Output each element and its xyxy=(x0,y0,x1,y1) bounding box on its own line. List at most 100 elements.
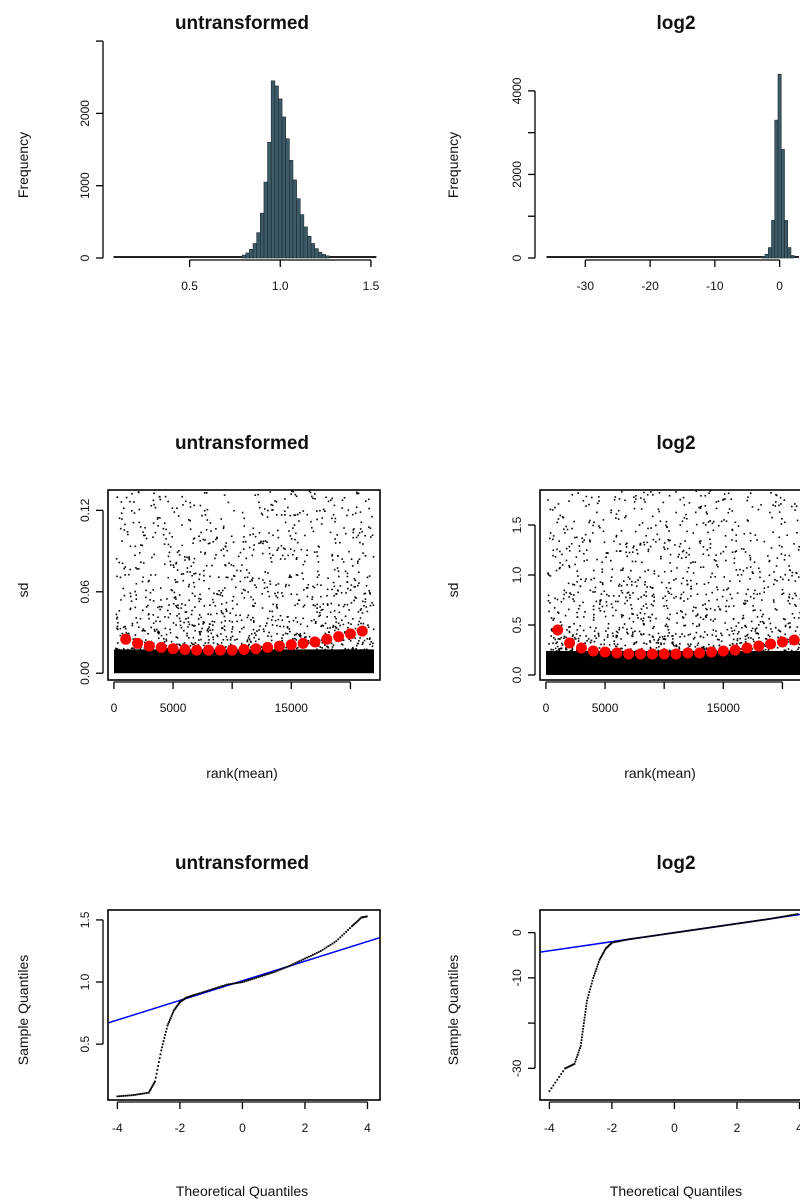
scatter-point xyxy=(324,632,327,635)
qq-point xyxy=(239,981,242,984)
scatter-point xyxy=(372,556,375,558)
scatter-point xyxy=(649,545,652,548)
scatter-point xyxy=(133,501,135,503)
qq-point xyxy=(710,926,713,929)
qq-point xyxy=(757,919,760,922)
qq-point xyxy=(562,1070,565,1073)
qq-point xyxy=(567,1065,570,1068)
scatter-point xyxy=(710,576,712,578)
qq-point xyxy=(177,1003,180,1006)
x-tick-label: 0 xyxy=(111,701,118,715)
scatter-point xyxy=(135,598,138,601)
scatter-point xyxy=(750,630,753,632)
qq-point xyxy=(261,975,263,977)
scatter-point xyxy=(602,519,605,521)
scatter-point xyxy=(669,587,672,590)
scatter-point xyxy=(355,506,358,509)
scatter-point xyxy=(744,551,747,553)
qq-point xyxy=(150,1087,152,1090)
trend-point xyxy=(333,631,345,643)
scatter-point xyxy=(115,647,117,650)
scatter-point xyxy=(294,637,296,640)
scatter-point xyxy=(652,636,655,639)
scatter-point xyxy=(234,654,236,656)
scatter-point xyxy=(252,616,254,619)
scatter-point xyxy=(684,613,687,616)
scatter-point xyxy=(145,589,147,592)
scatter-point xyxy=(170,653,173,656)
scatter-point xyxy=(181,544,184,547)
scatter-point xyxy=(796,626,799,628)
scatter-point xyxy=(737,525,740,527)
scatter-point xyxy=(633,642,636,644)
scatter-point xyxy=(674,544,676,546)
scatter-point xyxy=(288,620,291,623)
scatter-point xyxy=(354,512,357,515)
scatter-point xyxy=(242,588,245,591)
scatter-point xyxy=(771,516,773,519)
scatter-point xyxy=(598,635,600,637)
scatter-point xyxy=(312,530,315,533)
scatter-point xyxy=(315,620,317,623)
scatter-point xyxy=(587,654,589,656)
scatter-point xyxy=(371,645,374,648)
scatter-point xyxy=(554,556,557,558)
scatter-point xyxy=(739,568,741,571)
scatter-point xyxy=(683,504,686,506)
qq-point xyxy=(274,970,277,973)
scatter-point xyxy=(549,508,552,511)
scatter-point xyxy=(159,620,161,623)
scatter-point xyxy=(760,655,762,657)
scatter-point xyxy=(689,645,691,647)
qq-point xyxy=(592,977,595,979)
scatter-point xyxy=(778,511,781,513)
scatter-point xyxy=(756,616,759,618)
qq-point xyxy=(550,1087,553,1090)
scatter-point xyxy=(747,496,749,499)
scatter-point xyxy=(192,538,195,540)
scatter-point xyxy=(199,504,202,507)
scatter-point xyxy=(180,627,183,629)
scatter-point xyxy=(701,646,704,649)
scatter-point xyxy=(736,637,739,640)
qq-point xyxy=(669,932,672,935)
scatter-point xyxy=(601,568,604,571)
scatter-point xyxy=(182,504,184,506)
scatter-point xyxy=(668,618,670,621)
qq-point xyxy=(785,915,787,917)
scatter-point xyxy=(553,607,556,609)
scatter-point xyxy=(791,574,793,577)
scatter-point xyxy=(258,629,260,631)
scatter-point xyxy=(685,513,687,516)
qq-point xyxy=(173,1008,176,1011)
qq-point xyxy=(700,927,703,930)
scatter-point xyxy=(229,612,231,614)
scatter-point xyxy=(292,619,295,622)
scatter-point xyxy=(676,612,678,614)
scatter-point xyxy=(225,646,227,648)
scatter-point xyxy=(331,648,333,651)
scatter-point xyxy=(300,654,303,657)
scatter-point xyxy=(620,655,622,658)
qq-point xyxy=(775,916,778,919)
scatter-point xyxy=(372,628,375,631)
trend-point xyxy=(552,624,564,636)
scatter-point xyxy=(327,577,329,580)
scatter-point xyxy=(645,603,647,605)
qq-point xyxy=(598,958,601,961)
scatter-point xyxy=(160,652,162,655)
qq-point xyxy=(582,1022,585,1025)
trend-point xyxy=(623,648,635,660)
qq-point xyxy=(292,963,295,966)
scatter-point xyxy=(765,626,768,629)
scatter-point xyxy=(262,542,264,545)
scatter-point xyxy=(615,517,617,519)
scatter-point xyxy=(562,653,565,655)
scatter-point xyxy=(789,651,792,654)
scatter-point xyxy=(772,599,775,601)
scatter-point xyxy=(303,653,306,656)
scatter-point xyxy=(752,654,754,656)
qq-point xyxy=(167,1022,170,1025)
scatter-point xyxy=(124,566,127,568)
scatter-point xyxy=(715,635,718,637)
